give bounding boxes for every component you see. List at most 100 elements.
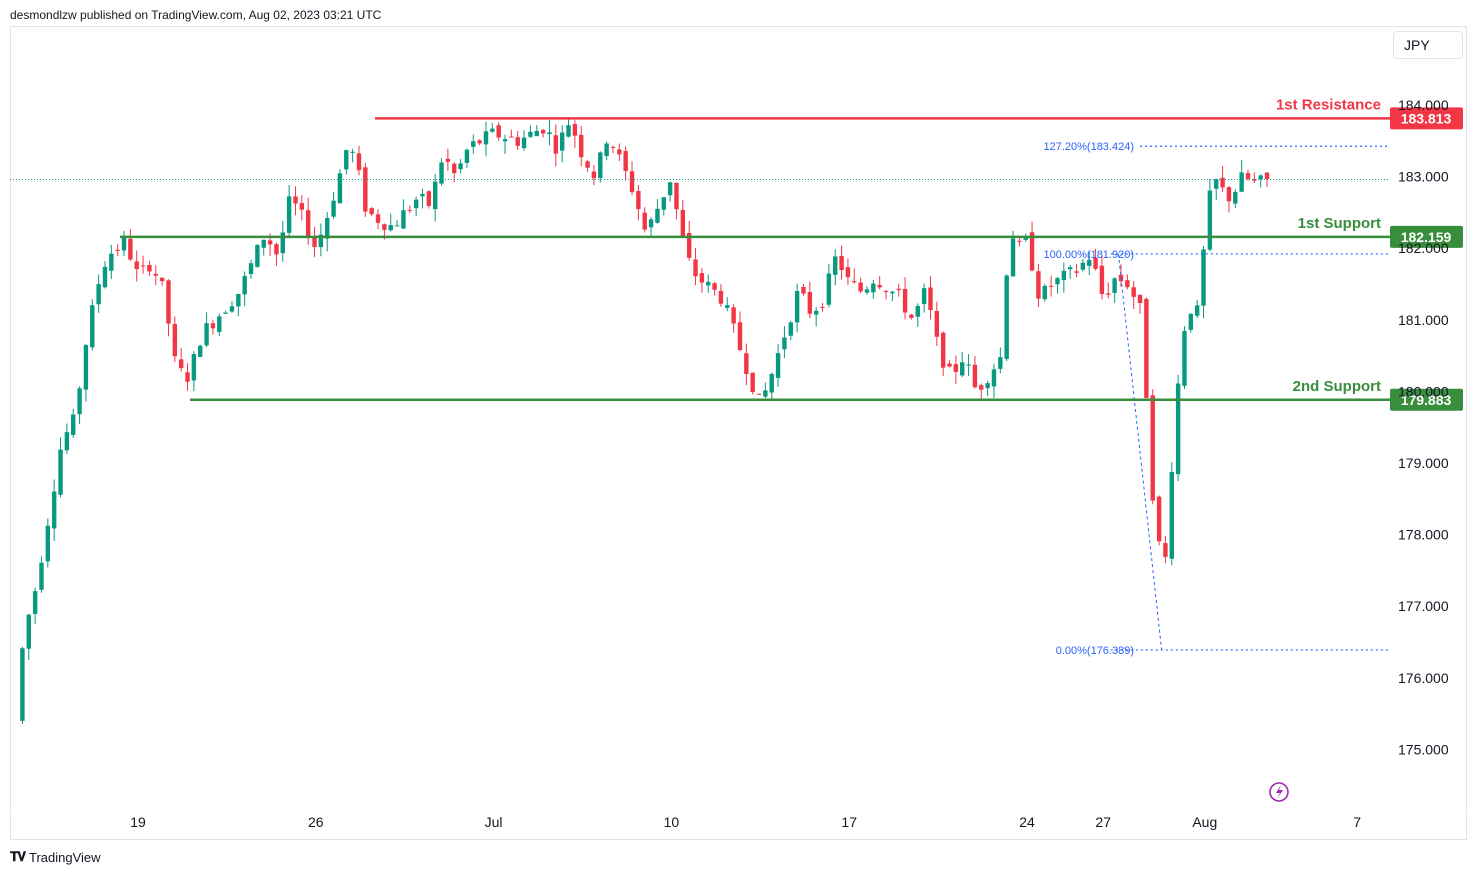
candle-body bbox=[274, 244, 279, 255]
candle-body bbox=[960, 362, 965, 376]
candle-body bbox=[642, 212, 647, 230]
candle bbox=[1080, 259, 1086, 272]
candle-body bbox=[693, 259, 698, 277]
candle-body bbox=[617, 149, 622, 155]
candle-body bbox=[305, 210, 311, 238]
candle-body bbox=[877, 284, 882, 288]
candle bbox=[490, 122, 495, 133]
candle bbox=[839, 245, 844, 280]
candle-body bbox=[807, 292, 813, 314]
candle-body bbox=[1093, 257, 1098, 269]
footer-label: TradingView bbox=[29, 849, 101, 865]
candle bbox=[45, 518, 51, 568]
candle-body bbox=[858, 282, 863, 292]
candle bbox=[236, 293, 241, 317]
candle-body bbox=[248, 263, 254, 275]
candle-body bbox=[902, 288, 908, 313]
candle-body bbox=[934, 310, 940, 337]
candle bbox=[325, 212, 330, 252]
candle-body bbox=[559, 132, 565, 151]
candle-body bbox=[121, 236, 127, 251]
candle bbox=[223, 310, 228, 314]
candle-body bbox=[985, 383, 990, 389]
candle bbox=[921, 283, 927, 313]
candle bbox=[763, 382, 768, 399]
candle bbox=[1087, 251, 1092, 276]
candle-body bbox=[826, 273, 832, 305]
candle-body bbox=[947, 363, 952, 367]
candle bbox=[540, 128, 546, 138]
candle-body bbox=[217, 316, 222, 333]
candle-body bbox=[1125, 280, 1130, 288]
candle-body bbox=[236, 293, 241, 307]
candle bbox=[1048, 275, 1054, 297]
candle bbox=[934, 301, 940, 346]
candle bbox=[1207, 178, 1213, 252]
candle-body bbox=[820, 306, 825, 308]
candle-body bbox=[178, 359, 184, 369]
candle bbox=[407, 205, 412, 214]
candle bbox=[140, 255, 146, 274]
candle bbox=[1150, 389, 1155, 505]
candle bbox=[420, 188, 425, 209]
candle-body bbox=[1004, 275, 1009, 359]
candle-body bbox=[1074, 271, 1079, 273]
price-badge-box bbox=[1390, 225, 1463, 248]
candle-body bbox=[325, 218, 330, 239]
candle-body bbox=[439, 162, 444, 184]
price-tick-label: 184.000 bbox=[1398, 97, 1449, 113]
candle-body bbox=[198, 345, 203, 357]
candle-body bbox=[769, 373, 774, 393]
candle-body bbox=[1106, 293, 1111, 295]
candle-body bbox=[591, 171, 597, 179]
candle bbox=[1194, 299, 1200, 319]
candle-body bbox=[1055, 278, 1060, 285]
candle bbox=[674, 182, 679, 220]
candle-body bbox=[1099, 265, 1105, 294]
candle-body bbox=[636, 190, 641, 210]
candle bbox=[756, 393, 762, 395]
candle bbox=[566, 117, 571, 138]
candle-body bbox=[521, 137, 527, 149]
candle bbox=[871, 279, 876, 299]
candle bbox=[686, 220, 692, 261]
flash-icon[interactable] bbox=[1269, 782, 1289, 802]
currency-button[interactable]: JPY bbox=[1393, 31, 1463, 59]
candle-body bbox=[407, 209, 412, 211]
candle-body bbox=[655, 208, 660, 223]
candle-body bbox=[128, 238, 133, 260]
candle-body bbox=[477, 140, 482, 144]
candle-body bbox=[1156, 496, 1162, 542]
candle-body bbox=[159, 277, 165, 282]
candle-body bbox=[585, 161, 590, 168]
candle-body bbox=[864, 289, 870, 293]
candle-body bbox=[680, 209, 686, 237]
price-tick-label: 179.000 bbox=[1398, 455, 1449, 471]
candle-body bbox=[991, 369, 997, 387]
candle bbox=[1175, 374, 1181, 482]
candle bbox=[128, 229, 133, 262]
candle bbox=[337, 169, 343, 204]
candle-body bbox=[534, 130, 539, 137]
candle bbox=[153, 265, 158, 286]
candle-body bbox=[388, 225, 393, 231]
candle bbox=[248, 259, 254, 279]
candle bbox=[502, 134, 508, 154]
candle-body bbox=[1042, 285, 1047, 300]
candle-body bbox=[648, 219, 654, 228]
candle bbox=[737, 311, 743, 352]
candle bbox=[1156, 495, 1162, 546]
candle bbox=[559, 125, 565, 163]
candle-body bbox=[979, 385, 984, 390]
candle-body bbox=[718, 290, 724, 304]
candle-body bbox=[1207, 190, 1213, 250]
candle bbox=[667, 181, 673, 202]
candle-body bbox=[629, 171, 635, 192]
candle-body bbox=[1087, 259, 1092, 266]
candle bbox=[1061, 262, 1067, 293]
candle-body bbox=[598, 152, 603, 179]
candle bbox=[985, 380, 990, 397]
candle bbox=[521, 130, 527, 151]
candle bbox=[801, 284, 806, 296]
